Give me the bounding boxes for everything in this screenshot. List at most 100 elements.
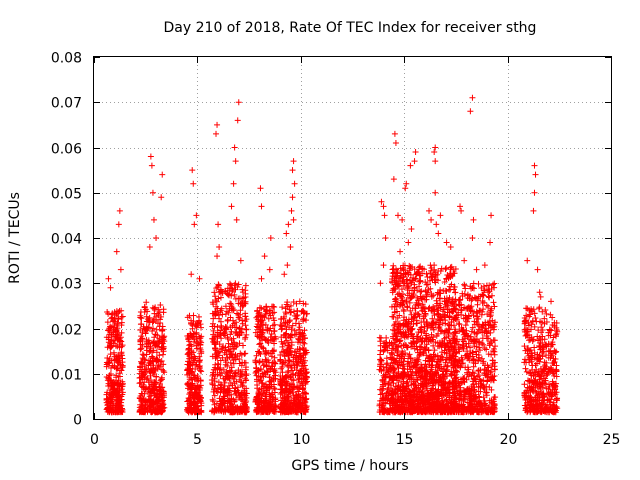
- data-point: [213, 130, 220, 137]
- data-point: [426, 207, 433, 214]
- data-point: [219, 311, 226, 318]
- data-point: [488, 212, 495, 219]
- data-point: [147, 153, 154, 160]
- data-point: [150, 355, 157, 362]
- data-point: [106, 405, 113, 412]
- data-point: [153, 358, 160, 365]
- data-point: [154, 409, 161, 416]
- data-point: [433, 221, 440, 228]
- data-point: [469, 235, 476, 241]
- data-point: [146, 244, 153, 251]
- data-point: [525, 377, 532, 384]
- data-point: [194, 395, 201, 402]
- data-point: [193, 212, 200, 219]
- data-point: [457, 203, 464, 210]
- data-point: [228, 328, 235, 335]
- data-point: [196, 353, 203, 360]
- data-point: [192, 321, 199, 328]
- data-point: [116, 207, 123, 214]
- data-point: [232, 158, 239, 165]
- data-point: [103, 396, 110, 403]
- data-point: [242, 282, 249, 289]
- data-point: [456, 297, 463, 304]
- data-point: [223, 290, 230, 297]
- data-point: [235, 99, 242, 106]
- data-point: [107, 323, 114, 330]
- data-points: [103, 94, 561, 416]
- data-point: [236, 392, 243, 399]
- data-point: [218, 324, 225, 331]
- data-point: [194, 373, 201, 380]
- data-point: [119, 364, 126, 371]
- data-point: [225, 382, 232, 389]
- data-point: [221, 386, 228, 393]
- data-point: [242, 336, 249, 343]
- data-point: [290, 158, 297, 165]
- data-point: [185, 346, 192, 353]
- data-point: [148, 409, 155, 416]
- data-point: [149, 381, 156, 388]
- data-point: [137, 379, 144, 386]
- data-point: [217, 406, 224, 413]
- data-point: [118, 338, 125, 345]
- data-point: [431, 347, 438, 354]
- data-point: [443, 239, 450, 246]
- data-point: [191, 382, 198, 389]
- data-point: [212, 293, 219, 300]
- data-point: [228, 351, 235, 358]
- data-point: [214, 283, 221, 290]
- data-point: [217, 330, 224, 337]
- data-point: [231, 144, 238, 151]
- data-point: [143, 299, 150, 306]
- data-point: [390, 262, 397, 269]
- data-point: [196, 333, 203, 340]
- data-point: [118, 402, 125, 409]
- data-point: [216, 244, 223, 251]
- data-point: [190, 180, 197, 187]
- data-point: [105, 310, 112, 317]
- data-point: [118, 393, 125, 400]
- data-point: [116, 397, 123, 404]
- data-point: [156, 309, 163, 316]
- data-point: [154, 393, 161, 400]
- data-point: [291, 180, 298, 187]
- data-point: [471, 294, 478, 301]
- data-point: [217, 364, 224, 371]
- data-point: [193, 345, 200, 352]
- data-point: [256, 304, 263, 311]
- data-point: [522, 365, 529, 372]
- data-point: [237, 407, 244, 414]
- data-point: [212, 311, 219, 318]
- data-point: [473, 348, 480, 355]
- grid-lines: [94, 57, 611, 419]
- data-point: [115, 408, 122, 415]
- data-point: [216, 315, 223, 322]
- data-point: [235, 295, 242, 302]
- data-point: [188, 271, 195, 278]
- data-point: [138, 396, 145, 403]
- data-point: [217, 372, 224, 379]
- data-point: [490, 299, 497, 306]
- data-point: [242, 313, 249, 320]
- data-point: [258, 305, 265, 312]
- data-point: [259, 344, 266, 351]
- data-point: [184, 406, 191, 413]
- data-point: [106, 359, 113, 366]
- data-point: [137, 346, 144, 353]
- data-point: [212, 345, 219, 352]
- data-point: [158, 374, 165, 381]
- data-point: [211, 337, 218, 344]
- data-point: [287, 302, 294, 309]
- data-point: [211, 386, 218, 393]
- data-point: [390, 176, 397, 183]
- data-point: [231, 291, 238, 298]
- data-point: [234, 384, 241, 391]
- data-point: [117, 373, 124, 380]
- data-point: [114, 336, 121, 343]
- data-point: [258, 275, 265, 282]
- data-point: [157, 316, 164, 323]
- data-point: [158, 376, 165, 383]
- data-point: [214, 305, 221, 312]
- data-point: [185, 345, 192, 352]
- data-point: [287, 309, 294, 316]
